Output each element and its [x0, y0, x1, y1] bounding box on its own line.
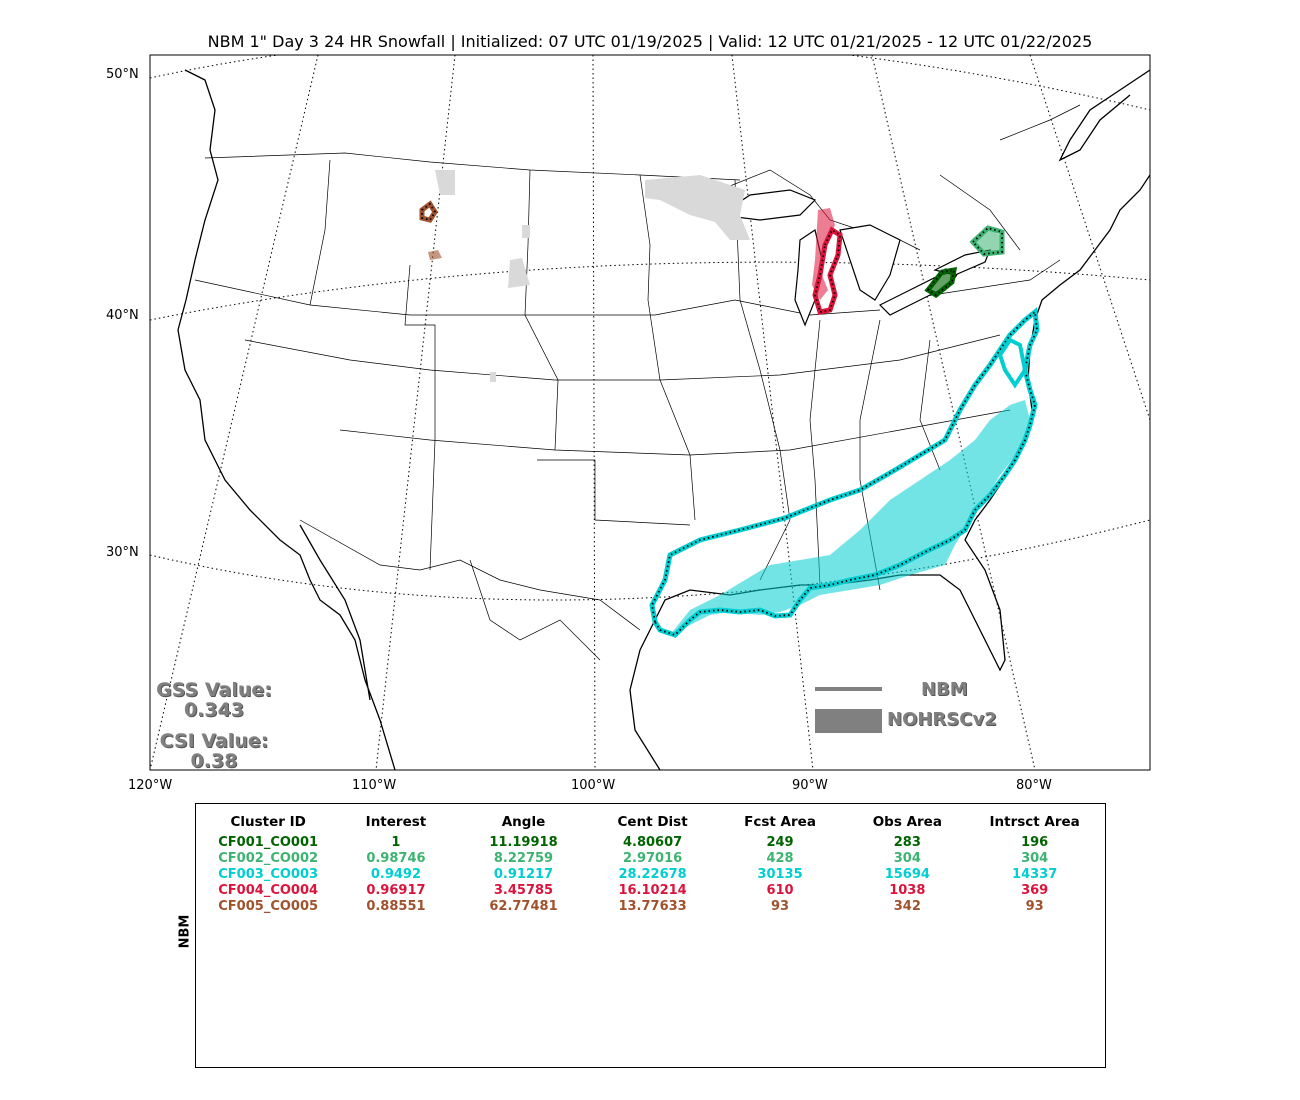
cluster-stats-table: Cluster ID Interest Angle Cent Dist Fcst…	[196, 814, 1105, 915]
table-row: CF005_CO005 0.88551 62.77481 13.77633 93…	[196, 899, 1105, 915]
table-cell: 283	[893, 835, 921, 850]
table-cell: 93	[1025, 899, 1044, 914]
table-cell: 16.10214	[618, 883, 687, 898]
table-cell: 93	[770, 899, 790, 914]
table-row: CF002_CO002 0.98746 8.22759 2.97016 428 …	[196, 851, 1105, 867]
gss-label: GSS Value:	[156, 679, 272, 701]
table-cell: 0.88551	[366, 899, 426, 914]
csi-value: 0.38	[190, 750, 238, 772]
cluster-cf001-co001	[924, 266, 958, 299]
cluster-cf003-observed-area	[670, 400, 1030, 635]
table-cell: 8.22759	[493, 851, 554, 866]
unmatched-observed-snow	[435, 170, 750, 382]
cluster-cf003-co003	[649, 307, 1040, 638]
table-cell: 369	[1021, 883, 1049, 898]
lon-label-90w: 90°W	[792, 778, 828, 793]
table-cell: 1038	[889, 883, 926, 898]
table-cell: 610	[766, 883, 794, 898]
latitude-lines	[150, 55, 1150, 601]
table-cell: 15694	[884, 867, 930, 882]
lat-label-50n: 50°N	[106, 67, 139, 82]
lon-label-100w: 100°W	[571, 778, 616, 793]
table-cell: CF001_CO001	[218, 835, 319, 850]
legend-observed-swatch	[815, 709, 882, 733]
table-header-row: Cluster ID Interest Angle Cent Dist Fcst…	[196, 814, 1105, 835]
legend-forecast-label: NBM	[921, 679, 968, 700]
table-cell: CF002_CO002	[218, 851, 319, 866]
legend-observed-label: NOHRSCv2	[887, 709, 997, 730]
map-title: NBM 1" Day 3 24 HR Snowfall | Initialize…	[207, 32, 1093, 51]
cluster-cf005-co005	[419, 200, 442, 260]
longitude-lines	[150, 55, 1150, 770]
gss-value: 0.343	[183, 699, 245, 721]
map-frame	[149, 54, 1151, 771]
cluster-cf005-observed-area	[428, 250, 442, 260]
col-header-cluster-id: Cluster ID	[230, 814, 306, 830]
table-cell: 4.80607	[622, 835, 683, 850]
table-cell: 196	[1021, 835, 1049, 850]
csi-label: CSI Value:	[159, 730, 269, 752]
table-cell: 0.9492	[370, 867, 422, 882]
table-cell: 428	[766, 851, 794, 866]
table-row: CF003_CO003 0.9492 0.91217 28.22678 3013…	[196, 867, 1105, 883]
table-cell: 14337	[1012, 867, 1058, 882]
table-row: CF001_CO001 1 11.19918 4.80607 249 283 1…	[196, 835, 1105, 851]
cluster-cf004-co004	[812, 208, 843, 315]
map-background	[150, 55, 1150, 770]
cluster-stats-table-box: NBM Cluster ID Interest Angle Cent Dist …	[177, 803, 1106, 1068]
north-america-coastline	[177, 69, 1150, 770]
col-header-cent-dist: Cent Dist	[617, 814, 688, 830]
cluster-cf001-forecast-dots	[926, 268, 956, 297]
table-cell: 342	[893, 899, 921, 914]
table-cell: 0.96917	[366, 883, 426, 898]
cluster-cf002-forecast-dots	[971, 226, 1003, 255]
table-cell: 30135	[757, 867, 803, 882]
table-cell: 11.19918	[489, 835, 558, 850]
cluster-cf002-co002	[969, 225, 1005, 257]
lon-label-120w: 120°W	[128, 778, 173, 793]
table-cell: 1	[391, 835, 401, 850]
table-cell: 28.22678	[618, 867, 687, 882]
table-cell: CF004_CO004	[218, 883, 319, 898]
lat-label-40n: 40°N	[106, 308, 139, 323]
table-cell: 304	[893, 851, 921, 866]
lat-label-30n: 30°N	[106, 545, 139, 560]
table-side-label: NBM	[177, 914, 193, 949]
cluster-cf004-forecast-dots	[814, 228, 841, 314]
table-cell: 3.45785	[493, 883, 554, 898]
col-header-interest: Interest	[365, 814, 427, 830]
table-cell: 62.77481	[489, 899, 558, 914]
lon-label-110w: 110°W	[352, 778, 397, 793]
cluster-cf002-observed-area	[975, 230, 1000, 252]
col-header-fcst-area: Fcst Area	[744, 814, 816, 830]
table-row: CF004_CO004 0.96917 3.45785 16.10214 610…	[196, 883, 1105, 899]
snowfall-map	[149, 54, 1151, 771]
lon-label-80w: 80°W	[1016, 778, 1052, 793]
table-cell: CF003_CO003	[218, 867, 319, 882]
cluster-cf005-forecast-outline	[419, 200, 438, 223]
table-cell: 0.91217	[493, 867, 554, 882]
col-header-intrsct-area: Intrsct Area	[989, 814, 1080, 830]
table-cell: 249	[766, 835, 794, 850]
cluster-cf003-inner-loop	[997, 337, 1028, 389]
cluster-cf003-forecast-dots	[651, 310, 1038, 637]
table-cell: 2.97016	[622, 851, 683, 866]
table-cell: 13.77633	[618, 899, 687, 914]
table-cell: 304	[1021, 851, 1049, 866]
col-header-angle: Angle	[501, 814, 546, 830]
cluster-cf001-observed-area	[930, 268, 955, 295]
table-cell: CF005_CO005	[218, 899, 319, 914]
col-header-obs-area: Obs Area	[872, 814, 942, 830]
table-cell: 0.98746	[366, 851, 426, 866]
